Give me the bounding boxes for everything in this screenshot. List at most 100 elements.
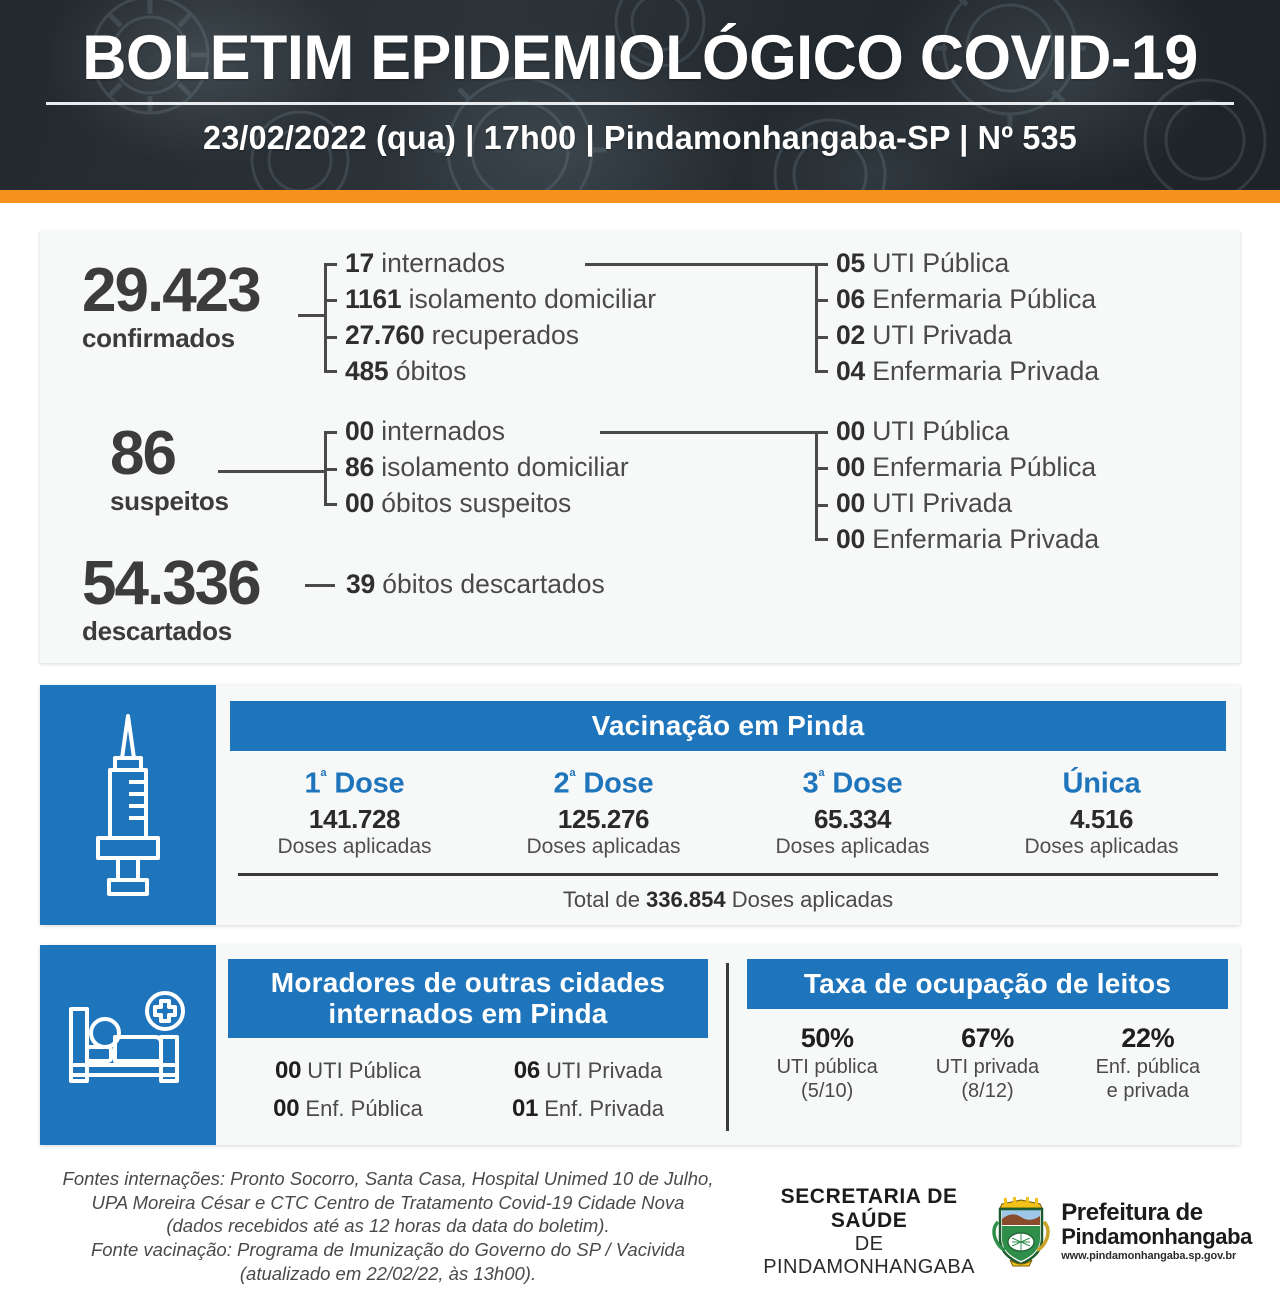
vaccination-body: Vacinação em Pinda 1ª Dose 141.728 Doses… xyxy=(216,685,1240,925)
vaccination-title: Vacinação em Pinda xyxy=(230,701,1226,751)
list-item: 00 internados xyxy=(345,416,506,446)
prefeitura-logo: Prefeitura de Pindamonhangaba www.pindam… xyxy=(990,1196,1252,1268)
suspected-beds-list: 00 UTI Pública 00 Enfermaria Pública 00 … xyxy=(836,413,1099,557)
occupancy-panel: Taxa de ocupação de leitos 50% UTI públi… xyxy=(729,959,1228,1145)
syringe-icon xyxy=(96,714,160,896)
list-item: 00 Enf. Pública xyxy=(273,1094,423,1122)
other-cities-column: 06 UTI Privada 01 Enf. Privada xyxy=(468,1052,708,1128)
discarded-block: 54.336 descartados xyxy=(82,549,262,647)
confirmed-connector xyxy=(298,314,324,317)
case-statistics-card: 29.423 confirmados 17 internados 1161 is… xyxy=(40,231,1240,663)
confirmed-label: confirmados xyxy=(82,322,235,353)
bulletin-subtitle: 23/02/2022 (qua) | 17h00 | Pindamonhanga… xyxy=(203,119,1077,157)
other-cities-title: Moradores de outras cidades internados e… xyxy=(228,959,708,1038)
dose-title: Única xyxy=(1062,767,1141,800)
dose-sub: Doses aplicadas xyxy=(1024,834,1179,858)
page-header: BOLETIM EPIDEMIOLÓGICO COVID-19 23/02/20… xyxy=(0,0,1280,190)
other-cities-column: 00 UTI Pública 00 Enf. Pública xyxy=(228,1052,468,1128)
list-item: 1161 isolamento domiciliar xyxy=(345,284,657,314)
page-title: BOLETIM EPIDEMIOLÓGICO COVID-19 xyxy=(82,23,1198,93)
page-footer: Fontes internações: Pronto Socorro, Sant… xyxy=(0,1161,1280,1291)
confirmed-value: 29.423 xyxy=(82,256,262,325)
dose-value: 141.728 xyxy=(308,803,401,834)
rate-label: Enf. pública e privada xyxy=(1095,1056,1201,1102)
confirmed-bracket xyxy=(324,263,337,373)
rate-percent: 22% xyxy=(1121,1023,1175,1053)
list-item: 00 UTI Privada xyxy=(836,488,1013,518)
list-item: 06 Enfermaria Pública xyxy=(836,284,1097,314)
dose-column: 3ª Dose 65.334 Doses aplicadas xyxy=(728,767,977,859)
coronavirus-background-icon xyxy=(90,0,1267,190)
dose-sub: Doses aplicadas xyxy=(775,834,930,858)
rate-column: 67% UTI privada (8/12) xyxy=(907,1023,1067,1103)
list-item: 00 Enfermaria Pública xyxy=(836,452,1097,482)
dose-value: 125.276 xyxy=(557,803,650,834)
prefeitura-line1: Prefeitura de xyxy=(1061,1199,1203,1227)
vaccination-card: Vacinação em Pinda 1ª Dose 141.728 Doses… xyxy=(40,685,1240,925)
footer-logos: SECRETARIA DE SAÚDE DE PINDAMONHANGABA xyxy=(748,1167,1252,1278)
list-item: 27.760 recuperados xyxy=(345,320,579,350)
suspected-beds-bracket xyxy=(815,431,828,541)
dose-sub: Doses aplicadas xyxy=(277,834,432,858)
suspected-beds-connector xyxy=(600,431,815,434)
rate-percent: 67% xyxy=(961,1023,1014,1053)
rate-label: UTI pública (5/10) xyxy=(776,1056,878,1102)
prefeitura-line2: Pindamonhangaba xyxy=(1061,1224,1252,1250)
dose-title: 1ª Dose xyxy=(304,767,405,800)
dose-column: 2ª Dose 125.276 Doses aplicadas xyxy=(479,767,728,859)
hospital-bed-icon xyxy=(69,991,185,1083)
dose-title: 2ª Dose xyxy=(553,767,654,800)
prefeitura-website: www.pindamonhangaba.sp.gov.br xyxy=(1061,1249,1237,1262)
dose-value: 4.516 xyxy=(1069,803,1134,834)
list-item: 00 óbitos suspeitos xyxy=(345,488,572,518)
panel-divider xyxy=(726,963,729,1131)
list-item: 05 UTI Pública xyxy=(836,248,1010,278)
occupancy-title: Taxa de ocupação de leitos xyxy=(747,959,1228,1009)
confirmed-breakdown-list: 17 internados 1161 isolamento domiciliar… xyxy=(345,245,656,389)
suspected-label: suspeitos xyxy=(110,485,229,516)
discarded-note: 39 óbitos descartados xyxy=(346,569,605,599)
dose-row: 1ª Dose 141.728 Doses aplicadas 2ª Dose … xyxy=(230,767,1226,859)
coat-of-arms-icon xyxy=(992,1196,1050,1267)
beds-body: Moradores de outras cidades internados e… xyxy=(216,945,1240,1145)
secretaria-line2: DE PINDAMONHANGABA xyxy=(763,1232,975,1278)
sources-text: Fontes internações: Pronto Socorro, Sant… xyxy=(62,1168,714,1284)
list-item: 00 UTI Pública xyxy=(836,416,1010,446)
list-item: 06 UTI Privada xyxy=(513,1056,663,1084)
other-cities-grid: 00 UTI Pública 00 Enf. Pública 06 UTI Pr… xyxy=(228,1052,708,1128)
vaccination-total: Total de 336.854 Doses aplicadas xyxy=(562,886,894,912)
dose-value: 65.334 xyxy=(813,803,892,834)
list-item: 01 Enf. Privada xyxy=(511,1094,665,1122)
confirmed-beds-list: 05 UTI Pública 06 Enfermaria Pública 02 … xyxy=(836,245,1099,389)
dose-sub: Doses aplicadas xyxy=(526,834,681,858)
confirmed-beds-bracket xyxy=(815,263,828,373)
other-cities-panel: Moradores de outras cidades internados e… xyxy=(228,959,726,1145)
rate-column: 50% UTI pública (5/10) xyxy=(747,1023,907,1103)
list-item: 04 Enfermaria Privada xyxy=(836,356,1100,386)
vaccination-divider xyxy=(238,872,1218,876)
syringe-icon-panel xyxy=(40,685,216,925)
list-item: 02 UTI Privada xyxy=(836,320,1013,350)
prefeitura-text: Prefeitura de Pindamonhangaba www.pindam… xyxy=(1061,1199,1252,1262)
dose-column: Única 4.516 Doses aplicadas xyxy=(977,767,1226,859)
list-item: 00 UTI Pública xyxy=(275,1056,421,1084)
suspected-breakdown-list: 00 internados 86 isolamento domiciliar 0… xyxy=(345,413,629,521)
orange-accent-bar xyxy=(0,190,1280,203)
list-item: 485 óbitos xyxy=(345,356,467,386)
list-item: 17 internados xyxy=(345,248,506,278)
suspected-connector xyxy=(218,470,324,473)
suspected-bracket xyxy=(324,431,337,506)
beds-card: Moradores de outras cidades internados e… xyxy=(40,945,1240,1145)
discarded-value: 54.336 xyxy=(82,549,262,618)
discarded-connector xyxy=(305,584,335,587)
confirmed-block: 29.423 confirmados xyxy=(82,256,262,354)
occupancy-rates: 50% UTI pública (5/10) 67% UTI privada (… xyxy=(747,1023,1228,1103)
hospital-bed-icon-panel xyxy=(40,945,216,1145)
rate-column: 22% Enf. pública e privada xyxy=(1068,1023,1228,1103)
list-item: 00 Enfermaria Privada xyxy=(836,524,1100,554)
discarded-label: descartados xyxy=(82,615,232,646)
confirmed-beds-connector xyxy=(585,263,815,266)
suspected-block: 86 suspeitos xyxy=(110,423,229,517)
dose-title: 3ª Dose xyxy=(802,767,903,800)
secretaria-saude-logo: SECRETARIA DE SAÚDE DE PINDAMONHANGABA xyxy=(748,1185,990,1278)
